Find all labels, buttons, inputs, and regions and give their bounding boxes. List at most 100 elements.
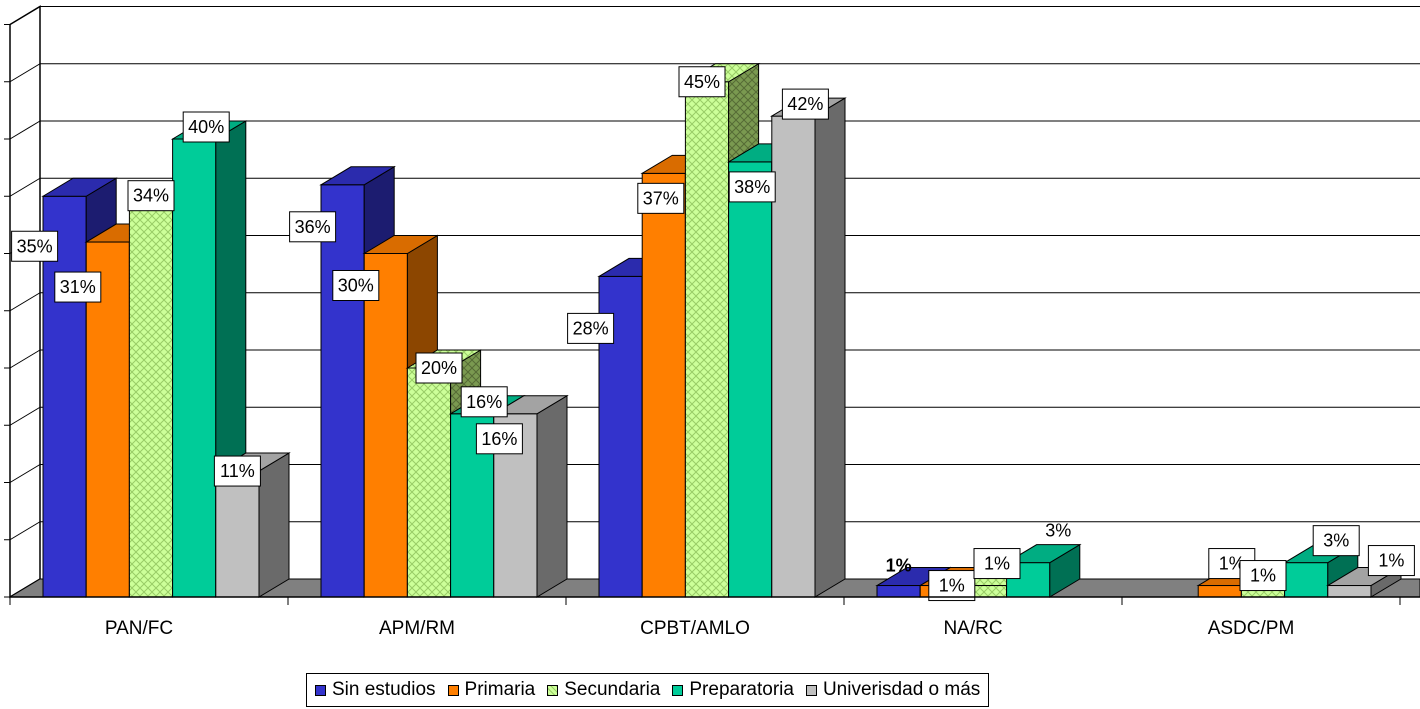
data-label-box <box>475 423 523 455</box>
bars-layer <box>41 62 1403 598</box>
legend-label: Univerisdad o más <box>822 679 981 700</box>
data-label: 16% <box>481 429 517 449</box>
bar <box>363 253 408 598</box>
data-label: 42% <box>787 94 823 114</box>
wall-gridline <box>9 406 41 426</box>
bar <box>172 138 217 598</box>
data-label: 1% <box>1219 554 1245 574</box>
legend-label: Preparatoria <box>689 679 794 700</box>
data-label: 20% <box>421 358 457 378</box>
data-label-box <box>781 88 829 120</box>
legend-swatch <box>547 684 559 696</box>
data-label-box <box>332 270 380 301</box>
legend-item: Secundaria <box>547 679 660 701</box>
bar <box>406 367 452 598</box>
bar-side <box>814 97 846 598</box>
category-label: NA/RC <box>943 618 1002 639</box>
bar <box>684 81 730 598</box>
bar <box>641 172 686 598</box>
data-label-box <box>637 182 685 214</box>
wall-gridline <box>9 292 41 312</box>
data-label: 1% <box>984 554 1010 574</box>
data-label-box <box>213 455 261 487</box>
wall-gridline <box>9 120 41 140</box>
data-label-box <box>182 111 230 143</box>
bar-top <box>319 166 397 186</box>
legend-swatch <box>447 684 459 696</box>
data-label: 45% <box>684 72 720 92</box>
bar-side <box>536 394 568 598</box>
category-label: PAN/FC <box>105 618 173 639</box>
data-labels-layer: 35% 31% 34% 40% 11% 36% 30% 20% 16% 16% 28% 37% 45% 3… <box>11 66 1415 602</box>
data-label: 3% <box>1045 521 1071 541</box>
legend-swatch <box>805 684 817 696</box>
data-label: 35% <box>17 236 53 256</box>
data-label-box <box>678 66 726 98</box>
bar <box>1327 585 1372 598</box>
bar <box>876 585 921 598</box>
legend-label: Sin estudios <box>332 679 436 700</box>
legend: Sin estudios Primaria Secundaria Preparator… <box>306 673 990 707</box>
bar-top <box>491 395 569 415</box>
data-label-box <box>54 271 102 303</box>
data-label-box <box>928 570 976 602</box>
data-label-box <box>127 180 175 212</box>
bar <box>1197 585 1242 598</box>
data-label: 1% <box>1378 551 1404 571</box>
data-label-box <box>1312 525 1360 557</box>
wall-gridline <box>9 521 41 541</box>
bar <box>728 161 773 598</box>
data-label: 30% <box>338 276 374 296</box>
bar-side <box>258 452 290 598</box>
data-label-box <box>567 312 615 344</box>
bar-top <box>41 177 119 197</box>
legend-swatch <box>672 684 684 696</box>
data-label: 40% <box>188 117 224 137</box>
legend-item: Univerisdad o más <box>805 679 981 701</box>
legend-swatch <box>315 684 326 696</box>
data-label-box <box>460 386 508 418</box>
data-label: 31% <box>60 277 96 297</box>
data-label-box <box>1239 560 1287 592</box>
data-label-box <box>415 352 463 384</box>
category-label: CPBT/AMLO <box>640 618 750 639</box>
data-label-box <box>1367 545 1415 577</box>
data-label: 1% <box>886 556 912 576</box>
bar <box>215 470 260 598</box>
bar <box>320 184 365 598</box>
bar <box>42 195 87 598</box>
category-label: APM/RM <box>379 618 455 639</box>
data-label: 11% <box>220 461 255 481</box>
category-label: ASDC/PM <box>1208 618 1295 639</box>
bar <box>128 207 174 598</box>
data-label: 28% <box>573 318 609 338</box>
data-label-box <box>728 171 776 203</box>
x-axis: PAN/FC APM/RM CPBT/AMLO NA/RC ASDC/PM <box>9 596 1420 639</box>
data-label-box <box>289 211 337 243</box>
data-label: 37% <box>643 188 679 208</box>
data-label: 38% <box>734 177 770 197</box>
data-label-box <box>973 548 1021 580</box>
data-label: 36% <box>295 217 331 237</box>
wall-gridline <box>9 177 41 197</box>
bar <box>1284 562 1329 598</box>
legend-item: Preparatoria <box>672 679 794 701</box>
legend-label: Secundaria <box>564 679 661 700</box>
data-label: 16% <box>466 392 502 412</box>
wall-gridline <box>9 63 41 83</box>
data-label: 34% <box>133 186 169 206</box>
data-label: 1% <box>1250 566 1276 586</box>
legend-label: Primaria <box>464 679 536 700</box>
wall-gridline <box>9 349 41 369</box>
data-label: 1% <box>939 576 965 596</box>
legend-item: Sin estudios <box>315 679 436 701</box>
bar-top <box>362 235 440 254</box>
bar-top <box>1004 544 1082 564</box>
legend-item: Primaria <box>447 679 536 701</box>
wall-gridline <box>9 464 41 483</box>
data-label-box <box>11 230 59 262</box>
data-label: 3% <box>1323 531 1349 551</box>
bar <box>771 115 816 598</box>
wall-gridline <box>9 6 41 25</box>
